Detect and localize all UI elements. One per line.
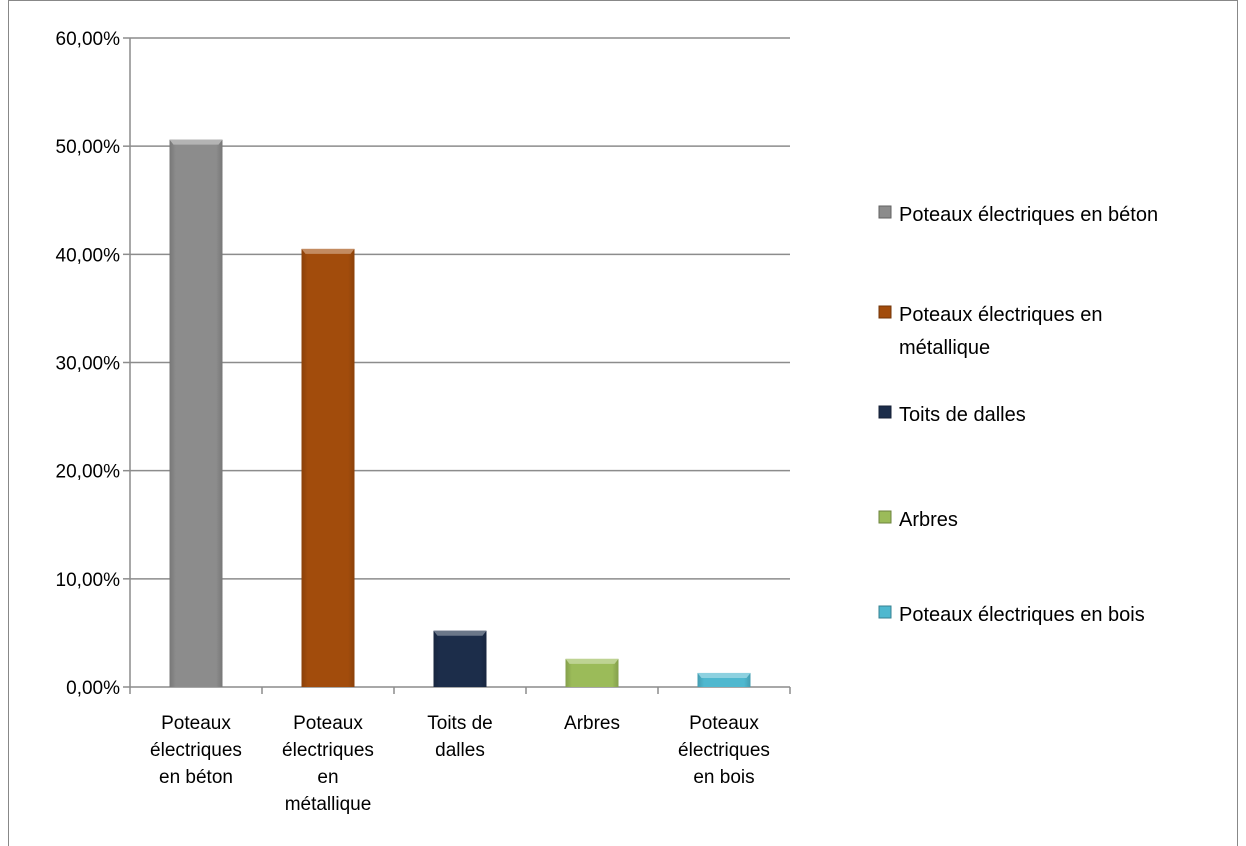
x-tick-label: Poteaux électriques en métallique: [282, 713, 374, 815]
legend-label: Poteaux électriques en métallique: [899, 304, 1102, 359]
y-tick-label: 0,00%: [66, 678, 120, 699]
y-tick-label: 60,00%: [56, 29, 121, 50]
y-tick-label: 50,00%: [56, 137, 121, 158]
legend-label: Poteaux électriques en béton: [899, 204, 1158, 226]
y-tick-label: 10,00%: [56, 570, 121, 591]
x-tick-label: Poteaux électriques en béton: [150, 713, 242, 788]
bars: [169, 139, 751, 688]
legend-swatch: [878, 510, 892, 524]
legend-label: Arbres: [899, 509, 958, 531]
gridlines: [130, 37, 790, 580]
axes: [123, 37, 791, 694]
bar: [169, 139, 223, 688]
y-tick-label: 20,00%: [56, 462, 121, 483]
legend-swatch: [878, 205, 892, 219]
bar: [301, 248, 355, 688]
legend-label: Toits de dalles: [899, 404, 1026, 426]
legend-swatch: [878, 605, 892, 619]
legend: Poteaux électriques en béton Poteaux élec…: [878, 204, 1158, 626]
bar-bevel-highlight: [697, 672, 751, 678]
legend-swatch: [878, 405, 892, 419]
y-tick-labels: 0,00% 10,00% 20,00% 30,00% 40,00% 50,00% 60,00…: [56, 29, 121, 699]
bar-bevel-highlight: [565, 658, 619, 664]
y-tick-label: 40,00%: [56, 245, 121, 266]
x-tick-label: Arbres: [564, 713, 620, 734]
bar-bevel-highlight: [433, 630, 487, 636]
legend-label: Poteaux électriques en bois: [899, 604, 1145, 626]
bar: [433, 630, 487, 687]
y-tick-label: 30,00%: [56, 354, 121, 375]
bar-bevel-highlight: [169, 139, 223, 145]
chart-frame: [8, 0, 1238, 846]
x-tick-label: Toits de dalles: [427, 713, 492, 761]
bar-bevel-highlight: [301, 248, 355, 254]
x-tick-label: Poteaux électriques en bois: [678, 713, 770, 788]
legend-swatch: [878, 305, 892, 319]
x-tick-labels: Poteaux électriques en béton Poteaux électri…: [150, 713, 770, 815]
